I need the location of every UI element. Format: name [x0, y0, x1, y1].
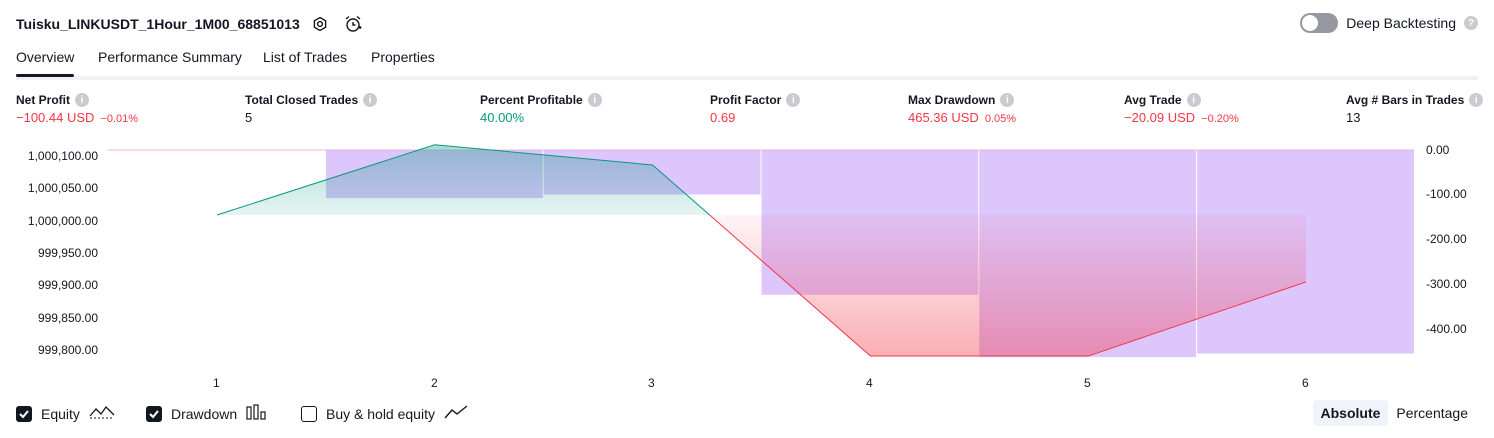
alarm-clock-icon[interactable] — [342, 13, 364, 35]
metric-value: 13 — [1346, 110, 1361, 125]
metric-percent: −0.20% — [1201, 113, 1239, 125]
metric-value: 465.36 USD — [908, 110, 979, 125]
scale-toggle: Absolute Percentage — [1312, 400, 1477, 426]
metric-profit-factor: Profit Factor i 0.69 — [710, 93, 801, 125]
strategy-title: Tuisku_LINKUSDT_1Hour_1M00_68851013 — [16, 16, 300, 32]
equity-line-icon — [89, 404, 115, 423]
info-icon[interactable]: i — [587, 93, 602, 107]
x-axis-tick: 1 — [213, 376, 220, 390]
tab-overview[interactable]: Overview — [16, 49, 75, 77]
metric-value: −20.09 USD — [1124, 110, 1196, 125]
metric-avg-bars-in-trades: Avg # Bars in Trades i 13 — [1346, 93, 1484, 125]
right-axis-tick: -200.00 — [1426, 232, 1467, 246]
left-axis-tick: 999,950.00 — [37, 246, 98, 260]
left-axis-tick: 999,900.00 — [37, 278, 98, 292]
metric-label: Profit Factor — [710, 93, 782, 107]
help-icon[interactable]: ? — [1464, 16, 1478, 30]
info-icon[interactable]: i — [1000, 93, 1015, 107]
metric-percent: −0.01% — [100, 113, 139, 125]
left-axis-tick: 1,000,050.00 — [27, 181, 98, 195]
right-axis-tick: -100.00 — [1426, 187, 1467, 201]
metric-label: Avg Trade — [1124, 93, 1182, 107]
equity-line-gain — [216, 144, 710, 216]
tab-performance-summary[interactable]: Performance Summary — [98, 49, 242, 65]
metric-label: Avg # Bars in Trades — [1346, 93, 1465, 107]
x-axis-tick: 3 — [648, 376, 655, 390]
metric-percent: 0.05% — [984, 113, 1017, 125]
right-axis-tick: 0.00 — [1426, 143, 1450, 157]
metric-label: Max Drawdown — [908, 93, 996, 107]
legend-drawdown[interactable]: Drawdown — [146, 404, 268, 423]
buy-hold-line-icon — [444, 404, 468, 423]
metric-percent-profitable: Percent Profitable i 40.00% — [480, 93, 602, 125]
tab-list-of-trades[interactable]: List of Trades — [263, 49, 348, 65]
equity-gain-area — [217, 144, 710, 215]
metric-value: 0.69 — [710, 110, 736, 125]
info-icon[interactable]: i — [75, 93, 89, 107]
info-icon[interactable]: i — [363, 93, 378, 107]
report-header: Tuisku_LINKUSDT_1Hour_1M00_68851013 Deep… — [16, 10, 1478, 38]
x-axis-tick: 5 — [1084, 376, 1091, 390]
metric-value: 5 — [245, 110, 253, 125]
metric-avg-trade: Avg Trade i −20.09 USD −0.20% — [1124, 93, 1239, 125]
left-axis-tick: 1,000,100.00 — [27, 149, 98, 163]
right-axis-tick: -300.00 — [1426, 277, 1467, 291]
legend-label: Equity — [41, 405, 80, 422]
metric-net-profit: Net Profit i −100.44 USD −0.01% — [16, 93, 138, 125]
x-axis-tick: 2 — [431, 376, 438, 390]
report-tabs: Overview Performance Summary List of Tra… — [16, 46, 1478, 80]
metric-value: −100.44 USD — [16, 110, 95, 125]
metric-label: Total Closed Trades — [245, 93, 359, 107]
metric-label: Net Profit — [16, 93, 70, 107]
absolute-option[interactable]: Absolute — [1312, 400, 1389, 426]
x-axis-tick: 4 — [866, 376, 873, 390]
drawdown-checkbox[interactable] — [146, 405, 162, 422]
info-icon[interactable]: i — [1469, 93, 1484, 107]
left-axis-tick: 1,000,000.00 — [27, 214, 98, 228]
metric-max-drawdown: Max Drawdown i 465.36 USD 0.05% — [908, 93, 1016, 125]
deep-backtesting-control: Deep Backtesting ? — [1300, 13, 1478, 33]
metric-value: 40.00% — [480, 110, 525, 125]
legend-label: Buy & hold equity — [326, 405, 435, 422]
drawdown-bars-icon — [246, 404, 268, 423]
settings-icon[interactable] — [309, 13, 331, 35]
equity-loss-area — [709, 215, 1306, 357]
legend-equity[interactable]: Equity — [16, 404, 115, 423]
metric-total-closed-trades: Total Closed Trades i 5 — [245, 93, 378, 125]
legend-buy-hold-equity[interactable]: Buy & hold equity — [301, 404, 468, 423]
equity-line-loss — [709, 214, 1307, 357]
tab-properties[interactable]: Properties — [371, 49, 435, 65]
deep-backtesting-label: Deep Backtesting — [1346, 15, 1456, 31]
info-icon[interactable]: i — [786, 93, 801, 107]
legend-label: Drawdown — [171, 405, 238, 422]
left-axis-tick: 999,800.00 — [37, 343, 98, 357]
equity-checkbox[interactable] — [16, 405, 32, 422]
right-axis-tick: -400.00 — [1426, 322, 1467, 336]
left-axis-tick: 999,850.00 — [37, 311, 98, 325]
info-icon[interactable]: i — [1186, 93, 1201, 107]
x-axis-tick: 6 — [1302, 376, 1309, 390]
metric-label: Percent Profitable — [480, 93, 583, 107]
deep-backtesting-toggle[interactable] — [1300, 13, 1339, 33]
buy-hold-checkbox[interactable] — [301, 405, 317, 422]
percentage-option[interactable]: Percentage — [1396, 405, 1468, 421]
